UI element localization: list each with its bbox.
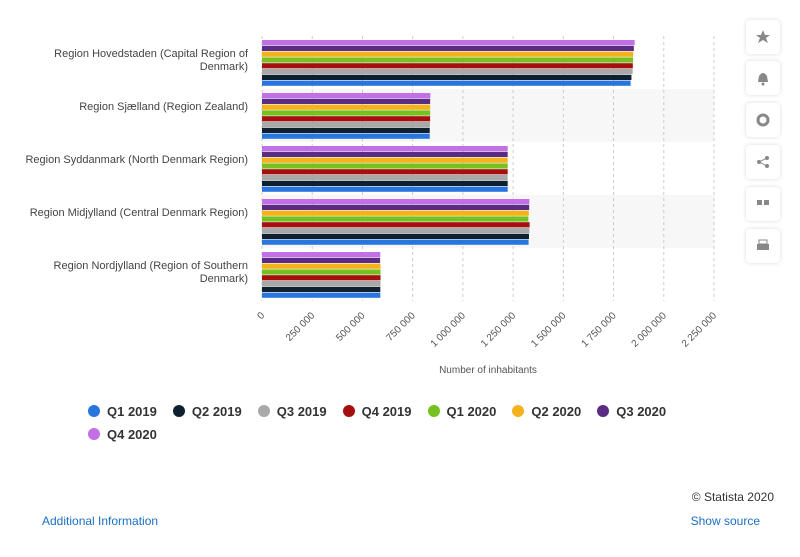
link-text[interactable]: Additional Information (42, 514, 159, 528)
bar (262, 98, 431, 104)
bar (262, 269, 381, 275)
legend-label: Q3 2020 (616, 403, 667, 419)
bar (262, 80, 631, 86)
bar (262, 257, 381, 263)
print-button[interactable] (746, 229, 780, 263)
legend-marker (427, 405, 440, 417)
bar (262, 104, 431, 110)
bar (262, 186, 508, 192)
legend-item: Q1 2020 (427, 403, 497, 419)
legend-marker (342, 405, 355, 417)
legend-label: Q1 2019 (107, 403, 157, 419)
bar (262, 40, 635, 46)
legend-marker (88, 405, 100, 417)
notification-button[interactable] (746, 61, 780, 95)
bar (262, 292, 381, 298)
show-source-link[interactable]: Show source (691, 514, 774, 528)
bar (262, 116, 431, 122)
bar (262, 169, 508, 175)
bar (262, 263, 381, 269)
y-tick-label: Region Hovedstaden (Capital Region of De… (54, 48, 248, 73)
bar (262, 146, 508, 152)
y-tick-label: Region Nordjylland (Region of Southern D… (53, 260, 248, 285)
legend-label: Q2 2020 (531, 403, 582, 419)
legend: Q1 2019 Q2 2019 Q3 2019 Q4 2019 Q1 2020 Q2 20… (88, 404, 698, 450)
bar (262, 210, 529, 216)
bar (262, 199, 530, 205)
x-tick-label: 2 000 000 (630, 310, 670, 350)
x-tick-label: 1 000 000 (429, 310, 469, 350)
bar (262, 175, 508, 181)
x-tick-label: 750 000 (384, 310, 418, 344)
y-tick-label: Region Sjælland (Region Zealand) (79, 101, 248, 113)
legend-item: Q4 2020 (88, 426, 157, 442)
bar (262, 110, 431, 116)
legend-item: Q3 2020 (597, 403, 667, 419)
x-axis-label: Number of inhabitants (439, 365, 537, 376)
bar (262, 57, 634, 63)
x-tick-label: 500 000 (334, 310, 368, 344)
legend-marker (172, 405, 185, 417)
legend-label: Q2 2019 (191, 403, 242, 419)
additional-info-link[interactable]: Additional Information (28, 514, 158, 528)
cite-button[interactable] (746, 187, 780, 221)
legend-item: Q3 2019 (257, 403, 327, 419)
share-button[interactable] (746, 145, 780, 179)
bar (262, 157, 508, 163)
x-tick-label: 1 750 000 (579, 310, 619, 350)
x-tick-label: 0 (255, 310, 267, 322)
bar (262, 222, 530, 228)
legend-marker (257, 405, 270, 417)
bar (262, 51, 634, 57)
legend-item: Q4 2019 (342, 403, 412, 419)
bar (262, 275, 381, 281)
bar (262, 239, 529, 245)
bar (262, 228, 530, 234)
bar (262, 281, 381, 287)
x-tick-label: 1 500 000 (529, 310, 569, 350)
bar (262, 204, 530, 210)
bar (262, 45, 634, 51)
bar (262, 216, 529, 222)
bar (262, 74, 632, 80)
legend-item: Q2 2019 (172, 403, 242, 419)
legend-marker (597, 405, 610, 417)
link-text[interactable]: Show source (690, 514, 760, 528)
copyright: © Statista 2020 (691, 490, 774, 504)
bar (262, 122, 430, 128)
x-tick-label: 1 250 000 (479, 310, 519, 350)
bar (262, 133, 430, 139)
x-tick-label: 250 000 (284, 310, 318, 344)
y-tick-label: Region Syddanmark (North Denmark Region) (25, 154, 248, 166)
legend-label: Q4 2019 (361, 403, 412, 419)
bar (262, 252, 381, 258)
bar (262, 180, 508, 186)
bar (262, 69, 633, 75)
legend-label: Q4 2020 (107, 426, 157, 442)
legend-marker (88, 428, 100, 440)
legend-marker (512, 405, 525, 417)
x-tick-label: 2 250 000 (680, 310, 720, 350)
bar (262, 233, 529, 239)
legend-item: Q1 2019 (88, 403, 157, 419)
bar (262, 163, 508, 169)
legend-label: Q3 2019 (276, 403, 327, 419)
bar (262, 93, 431, 99)
settings-button[interactable] (746, 103, 780, 137)
favorite-button[interactable] (746, 20, 780, 54)
bar (262, 151, 508, 157)
legend-label: Q1 2020 (446, 403, 497, 419)
y-tick-label: Region Midjylland (Central Denmark Regio… (29, 207, 248, 219)
bar (262, 286, 381, 292)
legend-item: Q2 2020 (512, 403, 582, 419)
bar (262, 127, 430, 133)
bar (262, 63, 633, 69)
